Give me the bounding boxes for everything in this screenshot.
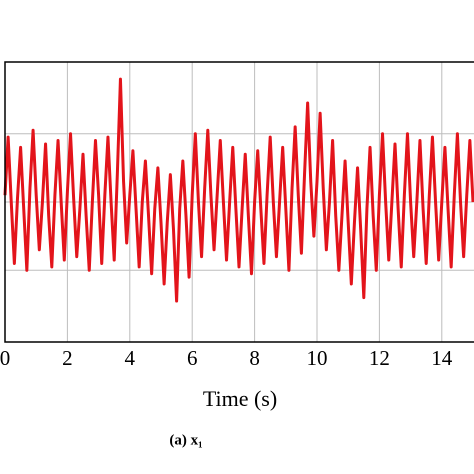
x-tick-label: 6 bbox=[187, 346, 198, 370]
x-tick-label: 4 bbox=[125, 346, 136, 370]
x-tick-label: 0 bbox=[0, 346, 10, 370]
x-axis-label: Time (s) bbox=[203, 386, 277, 411]
x-tick-label: 12 bbox=[369, 346, 390, 370]
plot-frame bbox=[4, 61, 474, 343]
caption: (a) x₁ bbox=[169, 432, 202, 448]
x-tick-label: 14 bbox=[431, 346, 453, 370]
x-tick-label: 2 bbox=[62, 346, 73, 370]
x-tick-label: 8 bbox=[249, 346, 260, 370]
signal-line bbox=[3, 77, 474, 303]
x-tick-label: 10 bbox=[307, 346, 328, 370]
